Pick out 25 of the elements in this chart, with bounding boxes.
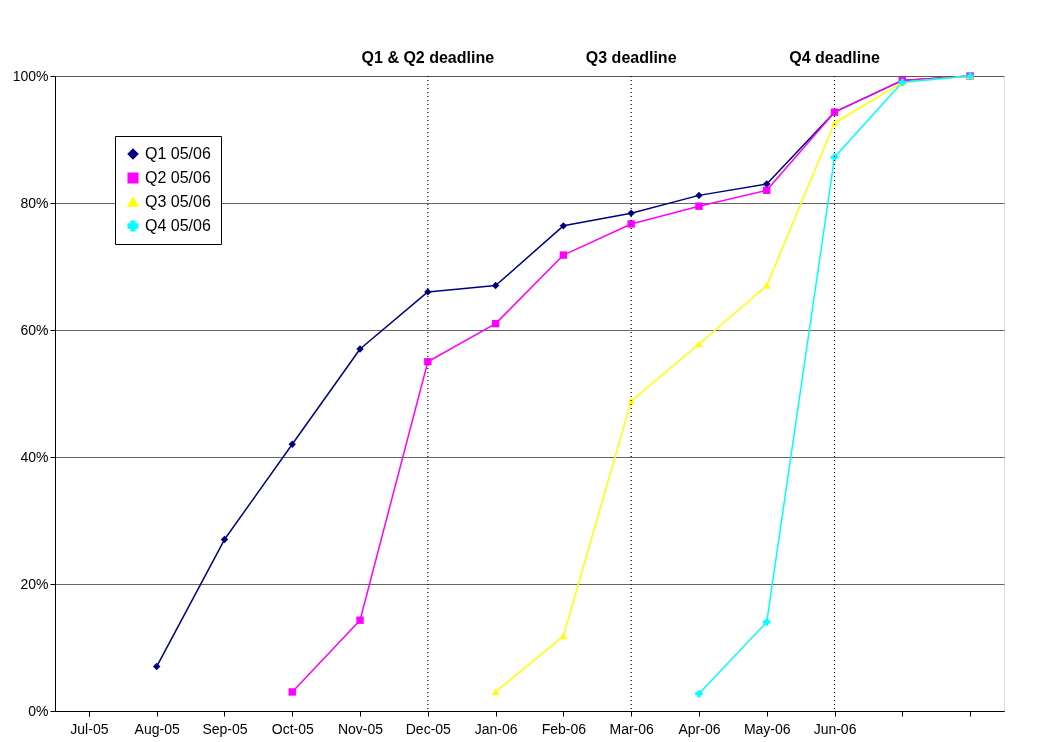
ref-line-label: Q4 deadline [789, 49, 880, 66]
y-tick-label: 80% [20, 194, 49, 211]
y-tick-label: 100% [12, 67, 49, 84]
ref-line-label: Q1 & Q2 deadline [361, 49, 495, 66]
y-tick-label: 60% [20, 321, 49, 338]
legend-label: Q2 05/06 [145, 169, 211, 186]
x-tick-label: May-06 [743, 720, 791, 737]
x-tick-label: Apr-06 [678, 720, 721, 737]
x-tick-label: Feb-06 [541, 720, 587, 737]
legend-label: Q3 05/06 [145, 193, 211, 210]
x-tick-label: Jan-06 [474, 720, 518, 737]
y-tick-label: 0% [28, 702, 49, 719]
x-tick-label: Oct-05 [271, 720, 314, 737]
x-tick-label: Jun-06 [813, 720, 857, 737]
y-tick-label: 40% [20, 448, 49, 465]
x-tick-label: Sep-05 [202, 720, 248, 737]
x-tick-label: Mar-06 [609, 720, 655, 737]
x-tick-label: Jul-05 [70, 720, 109, 737]
x-tick-label: Dec-05 [405, 720, 452, 737]
legend-label: Q4 05/06 [145, 217, 211, 234]
x-tick-label: Aug-05 [134, 720, 180, 737]
x-tick-label: Nov-05 [337, 720, 384, 737]
ref-line-label: Q3 deadline [585, 49, 677, 66]
y-tick-label: 20% [20, 575, 49, 592]
legend-label: Q1 05/06 [145, 145, 211, 162]
